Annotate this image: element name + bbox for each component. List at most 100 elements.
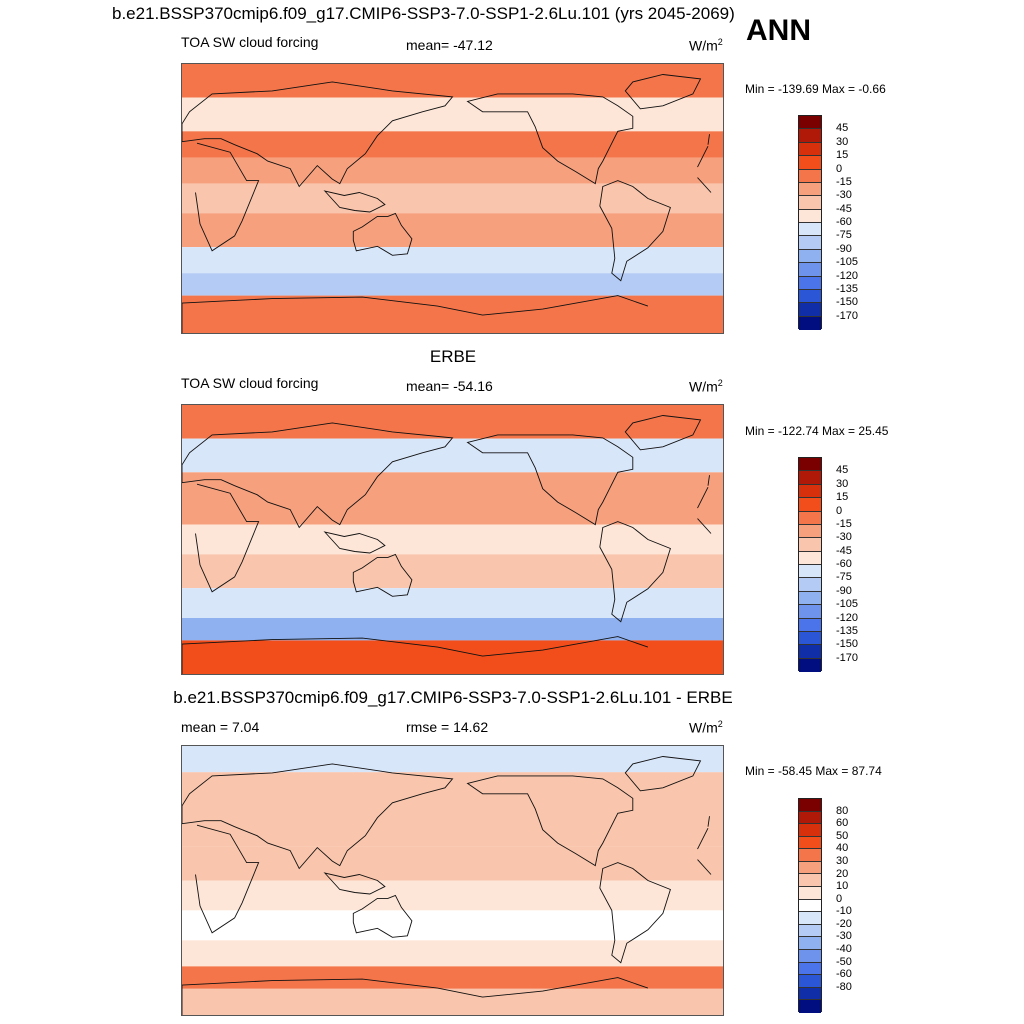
colorbar-swatch <box>799 303 821 317</box>
panel3-title: b.e21.BSSP370cmip6.f09_g17.CMIP6-SSP3-7.… <box>173 688 733 707</box>
zonal-band <box>182 988 723 1015</box>
colorbar-swatch <box>799 511 821 525</box>
colorbar-swatch <box>799 631 821 646</box>
colorbar-tick-label: 80 <box>836 804 849 817</box>
coastline-greenland <box>624 415 702 451</box>
colorbar-swatch <box>799 142 821 157</box>
colorbar-swatch <box>799 987 821 1001</box>
colorbar-tick-label: -60 <box>836 968 852 981</box>
colorbar-tick-label: -20 <box>836 917 852 930</box>
colorbar-tick-label: -30 <box>836 930 852 943</box>
colorbar-swatch <box>799 1000 821 1013</box>
colorbar-swatch <box>799 471 821 485</box>
colorbar-tick-label: 50 <box>836 829 849 842</box>
coastline-eurasia <box>182 422 710 529</box>
season-label: ANN <box>746 14 811 47</box>
zonal-band <box>182 966 723 989</box>
colorbar-swatch <box>799 116 821 130</box>
colorbar-swatch <box>799 924 821 938</box>
coastline-africa <box>195 142 712 252</box>
colorbar-tick-label: -90 <box>836 584 852 597</box>
colorbar-tick-label: -120 <box>836 611 859 624</box>
colorbar-swatch <box>799 263 821 277</box>
zonal-band <box>182 618 723 641</box>
coastline-antarctica <box>182 977 649 1015</box>
colorbar-tick-label: -105 <box>836 256 859 269</box>
colorbar-swatch <box>799 249 821 264</box>
colorbar-tick-label: -105 <box>836 598 859 611</box>
panel3-minmax-label: Min = -58.45 Max = 87.74 <box>745 764 882 778</box>
zonal-band <box>182 846 723 881</box>
zonal-band <box>182 554 723 588</box>
panel2-units-label: W/m2 <box>689 378 723 395</box>
colorbar-swatch <box>799 949 821 963</box>
zonal-band <box>182 498 723 525</box>
colorbar-swatch <box>799 276 821 290</box>
zonal-band <box>182 213 723 247</box>
colorbar-tick-label: -135 <box>836 624 859 637</box>
colorbar-tick-label: 30 <box>836 854 849 867</box>
colorbar-swatch <box>799 169 821 183</box>
panel2-variable-label: TOA SW cloud forcing <box>181 375 319 391</box>
colorbar-swatch <box>799 658 821 672</box>
coastline-greenland <box>624 756 702 792</box>
colorbar-tick-label: -170 <box>836 309 859 322</box>
colorbar-tick-label: 10 <box>836 880 849 893</box>
coastline-samerica <box>599 521 671 623</box>
colorbar-tick-label: -30 <box>836 531 852 544</box>
colorbar-swatch <box>799 861 821 875</box>
coastline-namerica <box>466 93 634 185</box>
panel3-units-label: W/m2 <box>689 719 723 736</box>
colorbar-tick-label: 15 <box>836 491 849 504</box>
colorbar-swatch <box>799 156 821 170</box>
figure-title: b.e21.BSSP370cmip6.f09_g17.CMIP6-SSP3-7.… <box>112 4 735 23</box>
coastline-australia <box>352 553 413 597</box>
colorbar-swatch <box>799 209 821 223</box>
coastline-antarctica <box>182 295 649 333</box>
colorbar-tick-label: 0 <box>836 162 843 175</box>
colorbar-tick-label: -135 <box>836 282 859 295</box>
colorbar-tick-label: -170 <box>836 651 859 664</box>
panel1-map-svg <box>182 64 723 333</box>
colorbar-swatch <box>799 836 821 850</box>
colorbar-swatch <box>799 811 821 825</box>
coastline-greenland <box>624 74 702 110</box>
colorbar-tick-label: 30 <box>836 477 849 490</box>
colorbar-tick-label: -150 <box>836 638 859 651</box>
colorbar-tick-label: 0 <box>836 504 843 517</box>
colorbar-tick-label: 45 <box>836 122 849 135</box>
colorbar-swatch <box>799 316 821 330</box>
panel2-map <box>181 404 724 675</box>
colorbar-swatch <box>799 458 821 472</box>
colorbar-tick-label: 0 <box>836 892 843 905</box>
colorbar-swatch <box>799 962 821 976</box>
panel1-map <box>181 63 724 334</box>
panel1-units-label: W/m2 <box>689 37 723 54</box>
colorbar-swatch <box>799 498 821 512</box>
colorbar-swatch <box>799 182 821 197</box>
colorbar-tick-label: 30 <box>836 135 849 148</box>
coastline-indonesia <box>323 190 386 213</box>
colorbar-tick-label: -30 <box>836 189 852 202</box>
zonal-band <box>182 524 723 555</box>
zonal-band <box>182 640 723 674</box>
coastline-samerica <box>599 180 671 282</box>
colorbar-tick-label: -60 <box>836 558 852 570</box>
panel1-minmax-label: Min = -139.69 Max = -0.66 <box>745 82 886 96</box>
zonal-band <box>182 405 723 439</box>
colorbar-tick-label: -10 <box>836 905 852 918</box>
zonal-band <box>182 438 723 473</box>
coastline-indonesia <box>323 872 386 895</box>
zonal-band <box>182 588 723 618</box>
colorbar-swatch <box>799 236 821 250</box>
colorbar-tick-label: -15 <box>836 175 852 188</box>
panel1-variable-label: TOA SW cloud forcing <box>181 34 319 50</box>
panel3-map <box>181 745 724 1016</box>
zonal-band <box>182 910 723 941</box>
colorbar-tick-label: -40 <box>836 943 852 956</box>
colorbar-swatch <box>799 618 821 632</box>
coastline-samerica <box>599 862 671 964</box>
coastline-eurasia <box>182 763 710 870</box>
colorbar-tick-label: -15 <box>836 517 852 530</box>
colorbar-tick-label: -80 <box>836 980 852 993</box>
